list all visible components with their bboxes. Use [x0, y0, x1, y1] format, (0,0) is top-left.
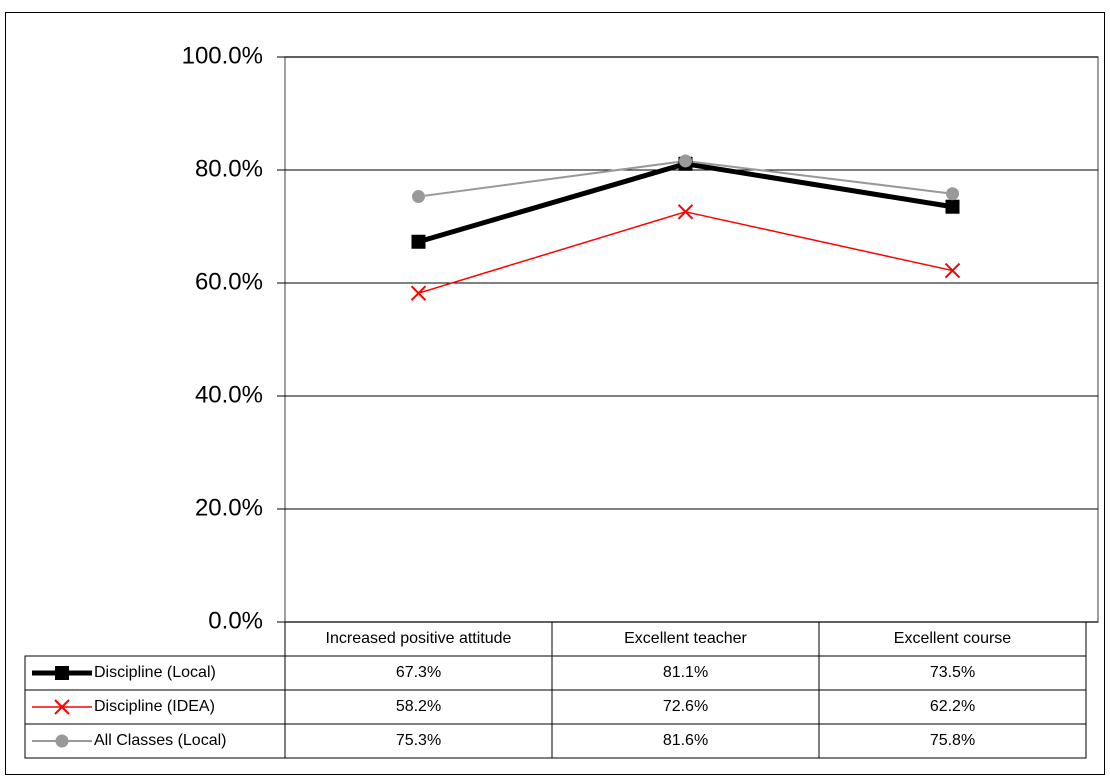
marker	[946, 187, 959, 201]
marker	[677, 204, 694, 220]
marker	[412, 190, 425, 204]
legend-label: Discipline (IDEA)	[94, 698, 215, 715]
plot-area	[284, 56, 1099, 623]
data-label: 81.6%	[663, 732, 708, 749]
y-tick-label: 40.0%	[195, 381, 263, 408]
data-label: 58.2%	[396, 698, 441, 715]
y-tick-label: 20.0%	[195, 494, 263, 521]
data-label: 72.6%	[663, 698, 708, 715]
x-tick-label: Increased positive attitude	[326, 630, 512, 647]
x-tick-label: Excellent course	[894, 630, 1011, 647]
marker	[679, 154, 692, 168]
data-label: 67.3%	[396, 664, 441, 681]
data-label: 81.1%	[663, 664, 708, 681]
data-label: 75.3%	[396, 732, 441, 749]
legend-marker	[55, 734, 69, 748]
data-label: 75.8%	[930, 732, 975, 749]
marker	[410, 285, 427, 301]
legend-label: All Classes (Local)	[94, 732, 226, 749]
y-tick-label: 60.0%	[195, 268, 263, 295]
marker	[944, 262, 961, 279]
legend-marker	[54, 699, 70, 715]
marker	[411, 234, 426, 249]
x-tick-label: Excellent teacher	[624, 630, 747, 647]
marker	[945, 199, 960, 214]
data-label: 62.2%	[930, 698, 975, 715]
y-tick-label: 100.0%	[182, 42, 263, 69]
legend-label: Discipline (Local)	[94, 664, 216, 681]
legend-marker	[55, 666, 69, 680]
data-label: 73.5%	[930, 664, 975, 681]
y-tick-label: 80.0%	[195, 155, 263, 182]
y-tick-label: 0.0%	[208, 607, 263, 634]
